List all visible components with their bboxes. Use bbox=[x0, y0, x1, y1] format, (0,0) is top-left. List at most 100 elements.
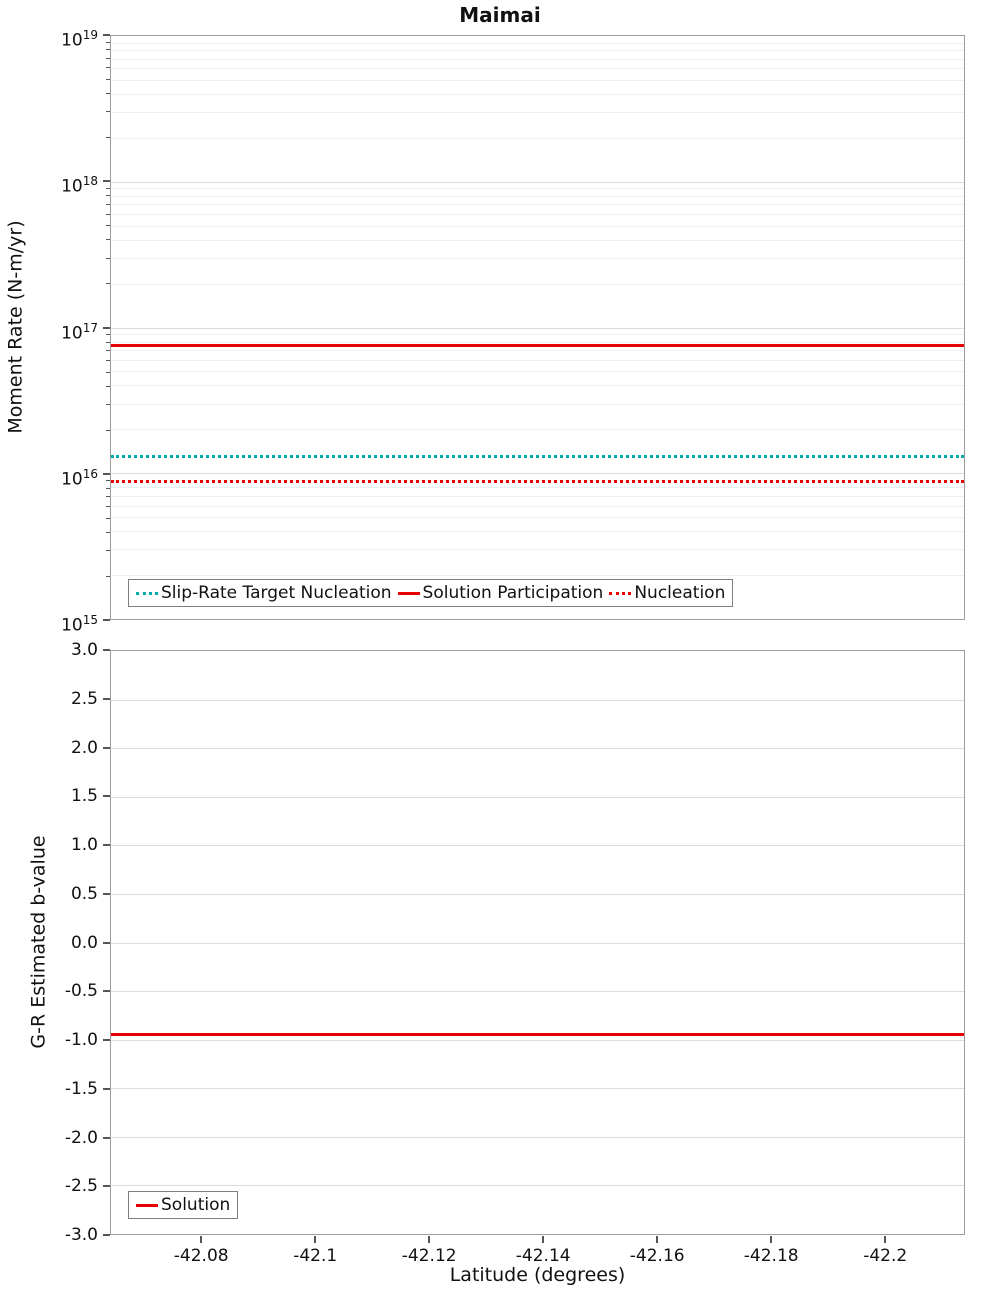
moment-rate-y-minor-tick-mark bbox=[106, 334, 110, 336]
bvalue-y-tick-label: -3.0 bbox=[64, 1225, 98, 1245]
gridline-minor bbox=[111, 359, 964, 361]
x-tick-label: -42.16 bbox=[629, 1246, 685, 1266]
moment-rate-y-minor-tick-mark bbox=[106, 111, 110, 113]
bvalue-y-tick-label: 2.0 bbox=[70, 737, 98, 758]
gridline-minor bbox=[111, 68, 964, 70]
gridline-minor bbox=[111, 531, 964, 533]
x-tick-mark bbox=[542, 1236, 545, 1243]
legend-item-slip-rate-target-nucleation: Slip-Rate Target Nucleation bbox=[136, 583, 392, 603]
gridline-major bbox=[111, 845, 964, 847]
x-tick-label: -42.2 bbox=[863, 1246, 908, 1266]
bvalue-y-tick-label: -1.5 bbox=[64, 1078, 98, 1099]
gridline-minor bbox=[111, 549, 964, 551]
bvalue-y-tick-mark bbox=[103, 1039, 110, 1041]
moment-rate-y-minor-tick-mark bbox=[106, 93, 110, 95]
x-tick-label: -42.18 bbox=[743, 1246, 799, 1266]
legend-swatch-solution bbox=[136, 1203, 158, 1207]
gridline-minor bbox=[111, 50, 964, 52]
gridline-minor bbox=[111, 137, 964, 139]
gridline-minor bbox=[111, 487, 964, 489]
x-tick-mark bbox=[884, 1236, 887, 1243]
gridline-minor bbox=[111, 239, 964, 241]
gridline-minor bbox=[111, 42, 964, 44]
moment-rate-legend: Slip-Rate Target Nucleation Solution Part… bbox=[128, 579, 734, 607]
gridline-minor bbox=[111, 225, 964, 227]
moment-rate-y-minor-tick-mark bbox=[106, 496, 110, 498]
moment-rate-y-minor-tick-mark bbox=[106, 487, 110, 489]
bvalue-y-tick-mark bbox=[103, 941, 110, 944]
gridline-minor bbox=[111, 505, 964, 507]
moment-rate-y-minor-tick-mark bbox=[106, 575, 110, 577]
x-tick-mark bbox=[200, 1236, 203, 1243]
moment-rate-y-minor-tick-mark bbox=[106, 429, 110, 431]
gridline-minor bbox=[111, 204, 964, 206]
gridline-major bbox=[111, 893, 964, 895]
bvalue-y-tick-mark bbox=[103, 697, 110, 700]
legend-label-nucleation: Nucleation bbox=[634, 583, 726, 603]
bvalue-y-tick-mark bbox=[103, 892, 110, 895]
bvalue-y-tick-mark bbox=[103, 746, 110, 749]
moment-rate-y-tick-mark bbox=[103, 619, 110, 621]
moment-rate-y-minor-tick-mark bbox=[106, 403, 110, 405]
moment-rate-y-tick-mark bbox=[103, 326, 110, 329]
gridline-minor bbox=[111, 371, 964, 373]
gridline-major bbox=[111, 991, 964, 993]
gridline-minor bbox=[111, 283, 964, 285]
gridline-minor bbox=[111, 58, 964, 60]
x-tick-label: -42.1 bbox=[293, 1246, 338, 1266]
gridline-minor bbox=[111, 214, 964, 216]
legend-swatch-solution-participation bbox=[397, 591, 420, 595]
moment-rate-y-minor-tick-mark bbox=[106, 257, 110, 259]
legend-item-solution-participation: Solution Participation bbox=[397, 583, 604, 603]
series-line-solution bbox=[111, 1033, 964, 1037]
moment-rate-y-minor-tick-mark bbox=[106, 67, 110, 69]
bvalue-y-tick-mark bbox=[103, 1087, 110, 1090]
x-tick-label: -42.14 bbox=[515, 1246, 571, 1266]
bvalue-y-tick-label: -1.0 bbox=[64, 1030, 98, 1050]
x-tick-mark bbox=[314, 1236, 317, 1243]
bvalue-y-tick-label: 0.0 bbox=[70, 932, 98, 953]
moment-rate-y-tick-label: 1017 bbox=[61, 320, 98, 344]
bvalue-y-tick-mark bbox=[103, 1234, 110, 1236]
gridline-minor bbox=[111, 257, 964, 259]
gridline-minor bbox=[111, 195, 964, 197]
gridline-major bbox=[111, 796, 964, 798]
legend-item-nucleation: Nucleation bbox=[609, 583, 725, 603]
moment-rate-y-minor-tick-mark bbox=[106, 385, 110, 387]
moment-rate-y-minor-tick-mark bbox=[106, 213, 110, 215]
bvalue-y-tick-mark bbox=[103, 649, 110, 651]
moment-rate-y-minor-tick-mark bbox=[106, 239, 110, 241]
x-tick-mark bbox=[656, 1236, 659, 1243]
moment-rate-y-minor-tick-mark bbox=[106, 57, 110, 59]
bvalue-y-tick-label: 1.5 bbox=[70, 786, 98, 807]
gridline-minor bbox=[111, 575, 964, 577]
moment-rate-y-minor-tick-mark bbox=[106, 371, 110, 373]
moment-rate-y-tick-label: 1019 bbox=[61, 28, 98, 51]
bvalue-y-tick-mark bbox=[103, 1185, 110, 1188]
gridline-minor bbox=[111, 112, 964, 114]
moment-rate-y-minor-tick-mark bbox=[106, 49, 110, 51]
moment-rate-y-tick-label: 1016 bbox=[61, 466, 98, 490]
legend-swatch-nucleation bbox=[609, 591, 632, 595]
legend-label-solution-participation: Solution Participation bbox=[422, 583, 604, 603]
bvalue-y-tick-mark bbox=[103, 1136, 110, 1139]
bvalue-legend: Solution bbox=[128, 1191, 239, 1219]
bvalue-y-tick-mark bbox=[103, 795, 110, 798]
gridline-minor bbox=[111, 495, 964, 497]
moment-rate-y-minor-tick-mark bbox=[106, 550, 110, 552]
series-line-nucleation bbox=[111, 479, 964, 483]
bvalue-y-tick-mark bbox=[103, 844, 110, 846]
gridline-minor bbox=[111, 188, 964, 190]
gridline-minor bbox=[111, 403, 964, 405]
bvalue-y-tick-label: -0.5 bbox=[64, 981, 98, 1002]
gridline-major bbox=[111, 1039, 964, 1041]
moment-rate-y-minor-tick-mark bbox=[106, 341, 110, 343]
gridline-minor bbox=[111, 334, 964, 336]
gridline-major bbox=[111, 748, 964, 750]
moment-rate-y-minor-tick-mark bbox=[106, 506, 110, 508]
bvalue-y-tick-label: 3.0 bbox=[70, 640, 98, 660]
x-tick-mark bbox=[770, 1236, 773, 1243]
moment-rate-y-minor-tick-mark bbox=[106, 517, 110, 519]
moment-rate-y-minor-tick-mark bbox=[106, 350, 110, 352]
